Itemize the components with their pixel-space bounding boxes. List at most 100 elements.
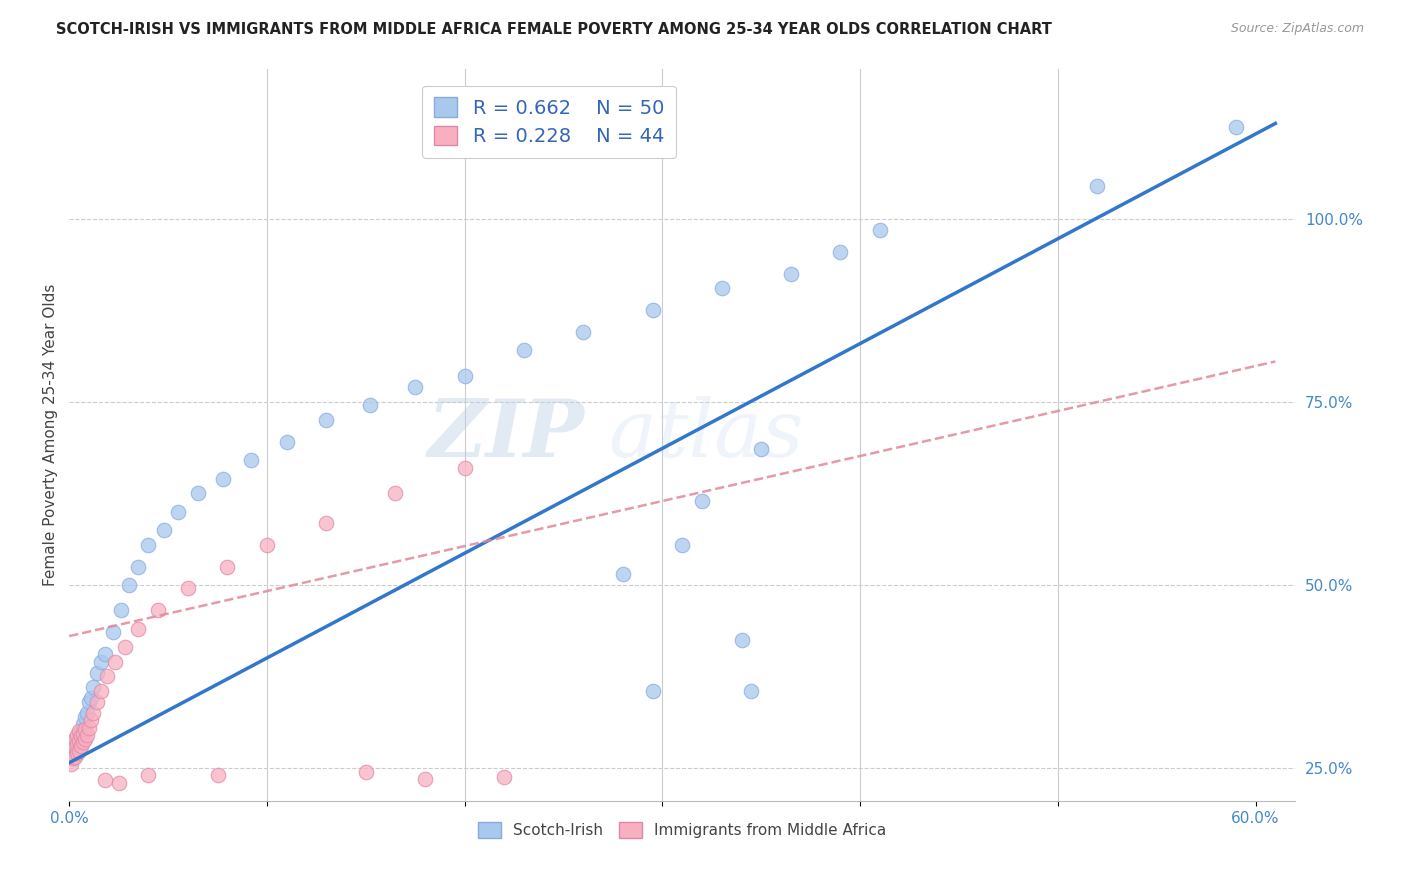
Point	[62, 735, 84, 749]
Point	[1087, 178, 1109, 193]
Point	[63, 739, 86, 753]
Text: ZIP: ZIP	[427, 396, 583, 474]
Point	[494, 771, 516, 785]
Point	[690, 493, 713, 508]
Point	[73, 722, 96, 736]
Point	[276, 435, 298, 450]
Point	[1225, 120, 1247, 134]
Legend: Scotch-Irish, Immigrants from Middle Africa: Scotch-Irish, Immigrants from Middle Afr…	[472, 816, 893, 845]
Point	[212, 472, 235, 486]
Point	[404, 380, 426, 394]
Point	[67, 744, 90, 758]
Point	[66, 746, 89, 760]
Point	[63, 731, 86, 746]
Point	[62, 751, 84, 765]
Point	[671, 537, 693, 551]
Point	[780, 267, 803, 281]
Point	[413, 772, 436, 786]
Point	[740, 684, 762, 698]
Point	[86, 695, 108, 709]
Point	[730, 632, 752, 647]
Point	[110, 603, 132, 617]
Point	[60, 757, 83, 772]
Point	[70, 730, 93, 744]
Point	[67, 734, 90, 748]
Point	[76, 728, 98, 742]
Point	[101, 625, 124, 640]
Point	[869, 222, 891, 236]
Point	[77, 695, 100, 709]
Point	[80, 691, 103, 706]
Point	[104, 655, 127, 669]
Point	[66, 731, 89, 746]
Point	[127, 559, 149, 574]
Point	[72, 717, 94, 731]
Point	[96, 669, 118, 683]
Point	[513, 343, 536, 358]
Point	[710, 281, 733, 295]
Point	[62, 742, 84, 756]
Y-axis label: Female Poverty Among 25-34 Year Olds: Female Poverty Among 25-34 Year Olds	[44, 284, 58, 586]
Point	[70, 724, 93, 739]
Point	[60, 746, 83, 760]
Point	[107, 775, 129, 789]
Point	[63, 750, 86, 764]
Point	[73, 709, 96, 723]
Text: SCOTCH-IRISH VS IMMIGRANTS FROM MIDDLE AFRICA FEMALE POVERTY AMONG 25-34 YEAR OL: SCOTCH-IRISH VS IMMIGRANTS FROM MIDDLE A…	[56, 22, 1052, 37]
Point	[177, 582, 200, 596]
Point	[315, 516, 337, 530]
Point	[62, 742, 84, 756]
Point	[63, 739, 86, 753]
Point	[167, 505, 190, 519]
Point	[127, 622, 149, 636]
Point	[60, 739, 83, 753]
Point	[66, 737, 89, 751]
Point	[117, 578, 139, 592]
Point	[82, 681, 104, 695]
Point	[207, 768, 229, 782]
Point	[572, 325, 595, 339]
Point	[90, 655, 112, 669]
Point	[256, 537, 278, 551]
Point	[90, 684, 112, 698]
Point	[641, 684, 664, 698]
Point	[94, 773, 117, 788]
Point	[72, 735, 94, 749]
Text: atlas: atlas	[609, 396, 804, 474]
Point	[641, 303, 664, 318]
Point	[70, 739, 93, 753]
Point	[136, 768, 159, 782]
Text: Source: ZipAtlas.com: Source: ZipAtlas.com	[1230, 22, 1364, 36]
Point	[67, 728, 90, 742]
Point	[73, 731, 96, 746]
Point	[67, 731, 90, 746]
Point	[114, 640, 136, 654]
Point	[76, 706, 98, 720]
Point	[63, 735, 86, 749]
Point	[80, 714, 103, 728]
Point	[187, 486, 209, 500]
Point	[217, 559, 239, 574]
Point	[359, 398, 381, 412]
Point	[454, 369, 477, 384]
Point	[749, 442, 772, 457]
Point	[830, 244, 852, 259]
Point	[136, 537, 159, 551]
Point	[66, 737, 89, 751]
Point	[240, 453, 263, 467]
Point	[315, 413, 337, 427]
Point	[66, 728, 89, 742]
Point	[148, 603, 170, 617]
Point	[454, 460, 477, 475]
Point	[67, 724, 90, 739]
Point	[86, 665, 108, 680]
Point	[612, 566, 634, 581]
Point	[153, 523, 176, 537]
Point	[354, 764, 377, 779]
Point	[77, 721, 100, 735]
Point	[384, 486, 406, 500]
Point	[82, 706, 104, 720]
Point	[72, 726, 94, 740]
Point	[94, 648, 117, 662]
Point	[62, 735, 84, 749]
